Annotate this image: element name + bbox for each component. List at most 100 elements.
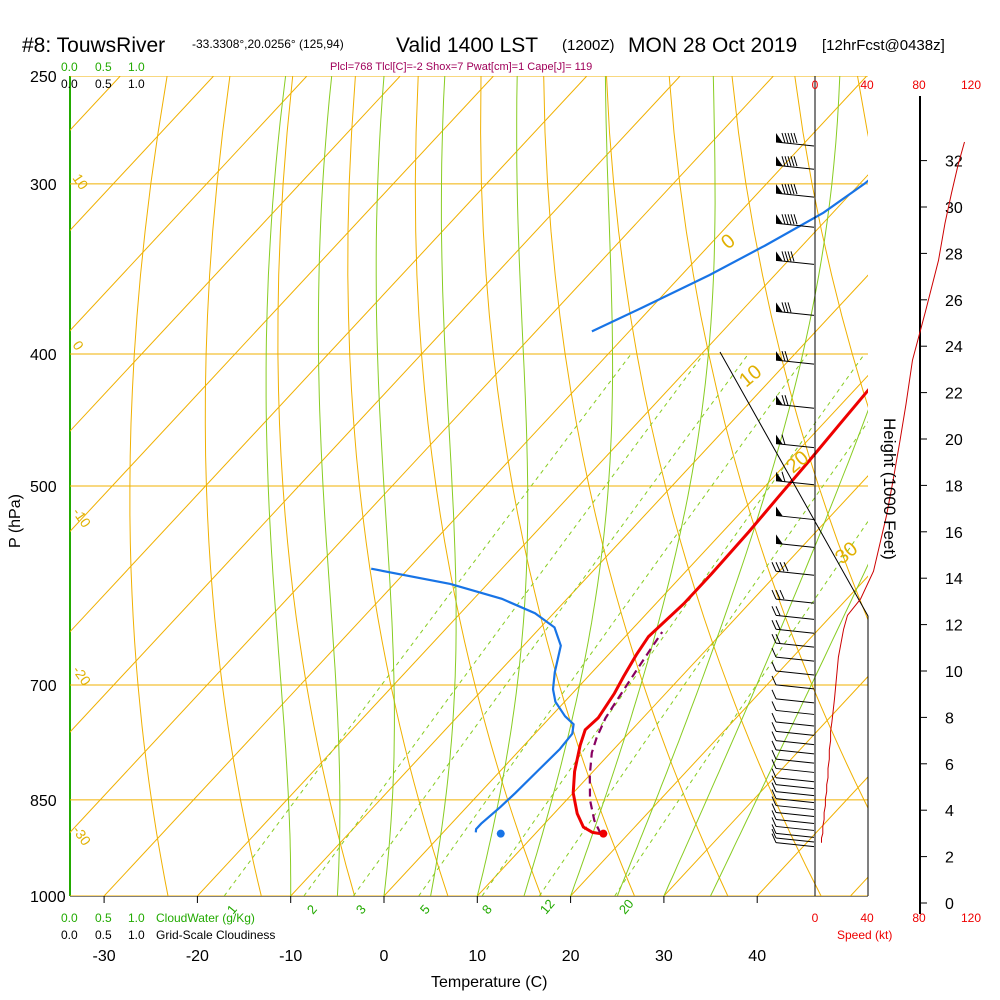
wind-barb-tick [784, 183, 789, 195]
wind-barb-tick [793, 132, 798, 144]
cloud-top-green-0: 0.0 [61, 60, 78, 74]
isotherm-line [290, 274, 868, 896]
cloud-bottom-black-1: 0.5 [95, 928, 112, 942]
wind-barb-tick [771, 675, 777, 686]
wind-barb-tick [771, 749, 777, 760]
wind-barb-tick [771, 782, 777, 792]
wind-barb-tick [771, 689, 777, 700]
wind-barb-tick [793, 156, 798, 167]
pressure-tick-label: 400 [30, 347, 57, 364]
cloud-top-black-2: 1.0 [128, 77, 145, 91]
height-axis-title: Height (1000 Feet) [880, 418, 899, 560]
wind-barb-tick [775, 589, 781, 600]
moist-adiabat-line [375, 76, 395, 896]
wind-barb-tick [771, 647, 777, 658]
wind-barb-tick [771, 562, 777, 572]
wind-barb-staff [775, 825, 815, 831]
sounding-curves [370, 179, 868, 838]
wind-barb-tick [771, 759, 777, 769]
height-tick-label: 24 [945, 339, 963, 356]
wind-barb-staff [775, 784, 815, 790]
dry-adiabat-label: -30 [70, 823, 95, 849]
x-tick-label: -20 [186, 948, 209, 965]
wind-barb-tick [787, 132, 792, 144]
pressure-tick-label: 1000 [30, 889, 66, 906]
x-tick-label: -30 [93, 948, 116, 965]
height-tick-label: 20 [945, 432, 963, 449]
wind-barb-tick [784, 214, 789, 225]
height-tick-label: 28 [945, 246, 963, 263]
isotherm-line [70, 76, 214, 232]
stability-indices: Plcl=768 Tlcl[C]=-2 Shox=7 Pwat[cm]=1 Ca… [330, 61, 592, 73]
dewpoint_upper-curve [591, 179, 868, 333]
parcel-curve [588, 631, 664, 835]
wind-barb-staff [775, 642, 815, 648]
wind-barb-tick [771, 633, 777, 644]
height-tick-label: 4 [945, 803, 954, 820]
wind-barb-tick [787, 251, 792, 262]
wind-barb-tick [784, 251, 789, 262]
wind-panel-boundary [719, 351, 869, 896]
wind-barb-tick [781, 395, 786, 406]
moist-adiabat-line [616, 76, 841, 896]
isotherm-line [103, 76, 868, 896]
title-forecast: [12hrFcst@0438z] [822, 37, 945, 54]
mixing-ratio-line [481, 353, 865, 896]
y-axis-title: P (hPa) [7, 494, 24, 548]
wind-barb-staff [775, 791, 815, 797]
dewpoint-curve [370, 567, 575, 833]
wind-barb-tick [790, 251, 795, 262]
height-tick-label: 14 [945, 571, 963, 588]
wind-barb-tick [784, 156, 789, 167]
height-tick-label: 12 [945, 618, 963, 635]
wind-barb-pennant [776, 214, 783, 225]
wind-barb-staff [775, 628, 815, 634]
mixing-ratio-line [418, 353, 808, 896]
wind-barb-pennant [776, 251, 783, 262]
mixing-ratio-line [538, 420, 868, 896]
isotherm-line [850, 876, 868, 896]
speed-scale-bottom-label: 120 [961, 911, 981, 925]
speed-scale-top-label: 40 [860, 78, 874, 92]
height-tick-label: 16 [945, 525, 963, 542]
wind-barb-staff [775, 570, 815, 576]
cloud-top-black-0: 0.0 [61, 77, 78, 91]
wind-barb-tick [771, 810, 777, 820]
dry-adiabat-label: 0 [70, 338, 88, 354]
wind-barb-tick [771, 833, 777, 843]
wind-barb-pennant [776, 156, 783, 167]
dry-adiabat-line [414, 76, 542, 896]
isotherm-line [197, 174, 868, 896]
cloud-top-green-1: 0.5 [95, 60, 112, 74]
wind-barb-staff [775, 818, 815, 824]
isotherm-line [70, 76, 401, 432]
height-tick-label: 18 [945, 478, 963, 495]
wind-barb-tick [771, 620, 777, 630]
wind-barb-pennant [776, 302, 783, 313]
x-tick-label: 20 [562, 948, 580, 965]
wind-barb-tick [781, 156, 786, 167]
wind-panel: 0246810121416182022242628303200404080801… [719, 76, 981, 942]
cloud-bottom-green-2: 1.0 [128, 911, 145, 925]
mixing-ratio-label: 5 [417, 902, 433, 917]
pressure-tick-label: 500 [30, 479, 57, 496]
x-tick-label: 30 [655, 948, 673, 965]
wind-barb-tick [771, 775, 777, 785]
speed-scale-bottom-label: 80 [912, 911, 926, 925]
wind-barb-tick [771, 722, 777, 732]
title-utc: (1200Z) [562, 37, 615, 54]
moist-adiabat-line [430, 76, 457, 896]
wind-barb-pennant [776, 133, 783, 144]
wind-barb-staff [775, 684, 815, 690]
dry-adiabat-label: 10 [70, 171, 92, 193]
mixing-ratio-label: 3 [353, 902, 369, 917]
dry-adiabat-label: -10 [70, 505, 95, 531]
wind-barb-tick [784, 302, 789, 313]
wind-speed-profile [821, 141, 965, 843]
wind-barb-tick [783, 562, 789, 572]
wind-barb-tick [775, 633, 781, 644]
dry-adiabat-line [794, 76, 868, 408]
wind-barb-tick [779, 589, 785, 600]
wind-barb-tick [771, 796, 777, 806]
